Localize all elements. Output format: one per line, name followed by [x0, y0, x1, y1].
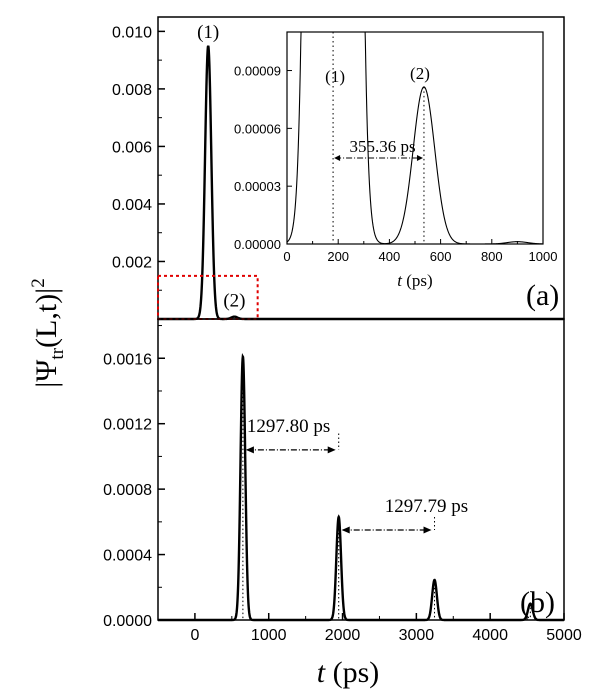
panel-b-ytick-label: 0.0004: [103, 548, 152, 565]
inset-curves: [287, 32, 543, 244]
panel-b-arrow-left: [341, 526, 350, 534]
panel-b: 0 1000 2000 3000 4000 5000 0.0000 0.0004 0.0008…: [103, 318, 582, 644]
panel-b-series-line: [158, 352, 564, 622]
inset-ytick-label: 0.00006: [234, 121, 281, 136]
panel-b-arrow-left: [245, 446, 254, 454]
inset-xtick-label: 0: [283, 249, 290, 264]
ylabel-lead: |Ψ: [30, 359, 63, 388]
panel-b-xtick-label: 1000: [251, 627, 287, 644]
xlabel-t: t: [317, 656, 326, 689]
inset-ytick-label: 0.00009: [234, 64, 281, 79]
inset-x-label: t (ps): [397, 271, 432, 290]
panel-a-ytick-label: 0.004: [112, 197, 152, 214]
inset-arrow-left: [334, 155, 341, 162]
panel-b-ytick-label: 0.0000: [103, 613, 152, 630]
panel-b-arrow-right: [327, 446, 336, 454]
xlabel-unit: (ps): [333, 656, 380, 689]
panel-b-xtick-label: 4000: [472, 627, 508, 644]
panel-b-annotations: 1297.80 ps 1297.79 ps: [245, 416, 468, 534]
ylabel-sub: tr: [47, 347, 68, 359]
panel-b-xtick-label: 3000: [399, 627, 435, 644]
panel-b-curves: [158, 352, 564, 622]
panel-b-frame: [157, 318, 565, 621]
panel-a-peak-label: (1): [197, 22, 219, 43]
y-axis-label: |Ψtr(L,t)|2: [28, 278, 68, 387]
panel-a-ytick-label: 0.010: [112, 24, 152, 41]
panel-b-label: (b): [520, 586, 555, 619]
panel-b-ytick-label: 0.0012: [103, 417, 152, 434]
panel-b-interval-label: 1297.79 ps: [385, 496, 468, 517]
panel-b-xtick-label: 0: [190, 627, 199, 644]
panel-a-ytick-label: 0.008: [112, 82, 152, 99]
inset-interval-label: 355.36 ps: [349, 137, 415, 156]
panel-b-y-axis: 0.0000 0.0004 0.0008 0.0012 0.0016: [103, 325, 165, 630]
panel-b-interval-label: 1297.80 ps: [247, 416, 330, 437]
panel-b-xtick-label: 5000: [546, 627, 582, 644]
panel-a-peak-label: (2): [223, 291, 245, 312]
inset-xtick-label: 400: [379, 249, 401, 264]
panel-a-ytick-label: 0.006: [112, 139, 152, 156]
ylabel-arg: (L,t)|: [30, 288, 63, 348]
svg-text:|Ψtr(L,t)|2: |Ψtr(L,t)|2: [28, 278, 68, 387]
inset-x-axis: 0 200 400 600 800 1000: [283, 239, 557, 264]
panel-b-xtick-label: 2000: [325, 627, 361, 644]
panel-b-ytick-label: 0.0008: [103, 482, 152, 499]
inset-xlabel-unit: (ps): [406, 271, 432, 290]
panel-a: 0.002 0.004 0.006 0.008 0.010 (1) (2) (a) 0 20…: [112, 16, 565, 321]
panel-a-y-axis: 0.002 0.004 0.006 0.008 0.010: [112, 24, 165, 291]
panel-b-x-axis: 0 1000 2000 3000 4000 5000: [157, 613, 582, 644]
inset-xlabel-t: t: [397, 271, 403, 290]
inset-ytick-label: 0.00003: [234, 179, 281, 194]
inset-frame: [286, 31, 544, 245]
inset-xtick-label: 800: [481, 249, 503, 264]
x-axis-label: t (ps): [317, 656, 380, 689]
inset-annotations: (1) (2) 355.36 ps: [325, 32, 430, 244]
inset-xtick-label: 600: [430, 249, 452, 264]
inset-peak-label: (1): [325, 67, 345, 86]
panel-a-peak-labels: (1) (2): [197, 22, 245, 312]
inset-peak-label: (2): [410, 64, 430, 83]
inset-series-line: [287, 32, 543, 244]
inset-y-axis: 0.00000 0.00003 0.00006 0.00009: [234, 64, 292, 252]
inset-arrow-right: [416, 155, 423, 162]
inset-xtick-label: 200: [327, 249, 349, 264]
inset-chart: 0 200 400 600 800 1000 0.000000.000030.000060…: [234, 31, 557, 290]
panel-a-ytick-label: 0.002: [112, 254, 152, 271]
panel-b-arrow-right: [423, 526, 432, 534]
ylabel-exp: 2: [28, 278, 49, 288]
inset-ytick-label: 0.00000: [234, 237, 281, 252]
panel-b-ytick-label: 0.0016: [103, 351, 152, 368]
panel-a-label: (a): [526, 279, 559, 312]
inset-xtick-label: 1000: [529, 249, 558, 264]
